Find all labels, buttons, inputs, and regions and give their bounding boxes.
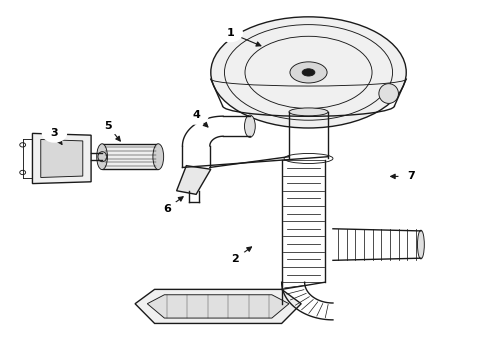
Text: 1: 1: [226, 28, 234, 38]
Text: 4: 4: [192, 111, 200, 121]
Ellipse shape: [290, 62, 327, 83]
Circle shape: [96, 117, 121, 135]
Bar: [102, 144, 158, 169]
Polygon shape: [135, 289, 301, 323]
Ellipse shape: [417, 230, 424, 259]
Ellipse shape: [379, 84, 398, 103]
Ellipse shape: [211, 17, 406, 128]
Ellipse shape: [97, 144, 107, 170]
Ellipse shape: [289, 108, 328, 116]
Polygon shape: [32, 134, 91, 184]
Text: 2: 2: [231, 254, 239, 264]
Text: 5: 5: [104, 121, 112, 131]
Circle shape: [398, 167, 424, 186]
Text: 3: 3: [50, 129, 58, 138]
Ellipse shape: [245, 115, 255, 137]
Text: 7: 7: [407, 171, 415, 181]
Circle shape: [42, 124, 67, 143]
Ellipse shape: [20, 170, 25, 175]
Ellipse shape: [153, 144, 164, 170]
Polygon shape: [176, 166, 211, 194]
Circle shape: [218, 24, 243, 42]
Polygon shape: [41, 139, 83, 177]
Polygon shape: [147, 295, 289, 318]
Text: 6: 6: [163, 204, 171, 214]
Circle shape: [183, 106, 209, 125]
Ellipse shape: [302, 69, 315, 76]
Ellipse shape: [98, 152, 107, 162]
Ellipse shape: [20, 143, 25, 147]
Circle shape: [222, 249, 248, 268]
Circle shape: [154, 199, 179, 218]
